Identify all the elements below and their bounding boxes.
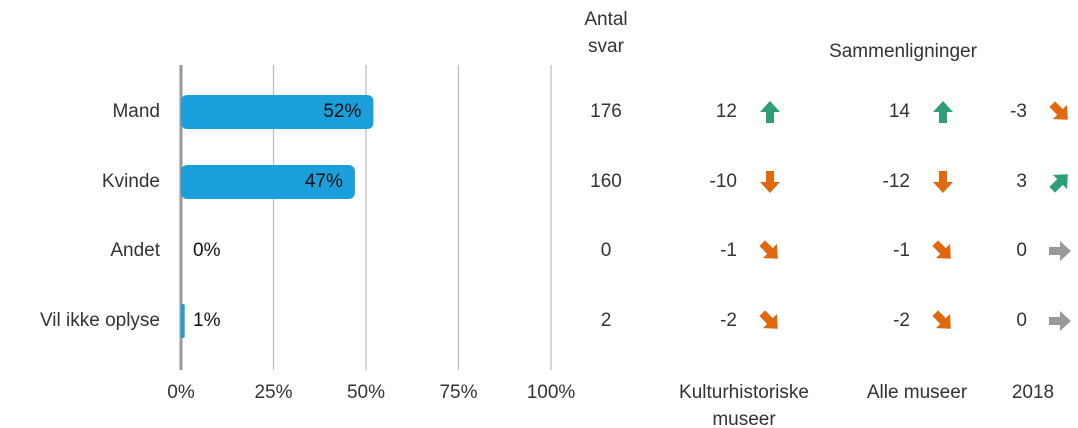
x-tick-label: 50% [347,382,385,403]
bar [181,165,355,199]
comparison-column-label: Kulturhistoriske museer [679,382,809,428]
trend-arrow [932,240,951,259]
trend-arrow [933,101,953,123]
comparison-value: 3 [1016,171,1027,192]
trend-arrow [759,310,778,329]
value-label: 1% [193,310,221,331]
trend-arrow [1049,101,1068,120]
comparison-value: -1 [720,240,737,261]
category-label: Vil ikke oplyse [40,310,160,331]
count-value: 176 [590,101,622,122]
count-value: 160 [590,171,622,192]
trend-arrow [760,171,780,193]
category-label: Andet [110,240,160,261]
comparison-column-label: 2018 [1011,382,1055,403]
category-label: Kvinde [102,171,160,192]
count-value: 0 [601,240,612,261]
comparison-value: 14 [889,101,911,122]
count-value: 2 [601,310,612,331]
comparison-value: 0 [1016,240,1027,261]
comparison-value: -12 [883,171,910,192]
x-tick-label: 0% [167,382,195,403]
comparison-value: -3 [1010,101,1027,122]
bar [181,95,374,129]
trend-arrow [1049,241,1071,261]
comparison-value: -1 [893,240,910,261]
x-tick-label: 100% [527,382,576,403]
comparison-value: -2 [893,310,910,331]
trend-arrow [1049,174,1068,193]
comparison-value: -10 [710,171,737,192]
value-label: 47% [305,171,343,192]
value-label: 52% [323,101,361,122]
trend-arrow [932,310,951,329]
trend-arrow [759,240,778,259]
comparison-value: -2 [720,310,737,331]
x-tick-label: 75% [439,382,477,403]
value-label: 0% [193,240,221,261]
trend-arrow [1049,311,1071,331]
count-title: Antal svar [584,9,628,57]
category-label: Mand [112,101,160,122]
x-tick-label: 25% [254,382,292,403]
trend-arrow [760,101,780,123]
comparison-value: 12 [716,101,737,122]
comparison-column-label: Alle museer [866,382,968,403]
bar [181,304,185,338]
comparisons-title: Sammenligninger [829,41,977,62]
comparison-value: 0 [1016,310,1027,331]
trend-arrow [933,171,953,193]
